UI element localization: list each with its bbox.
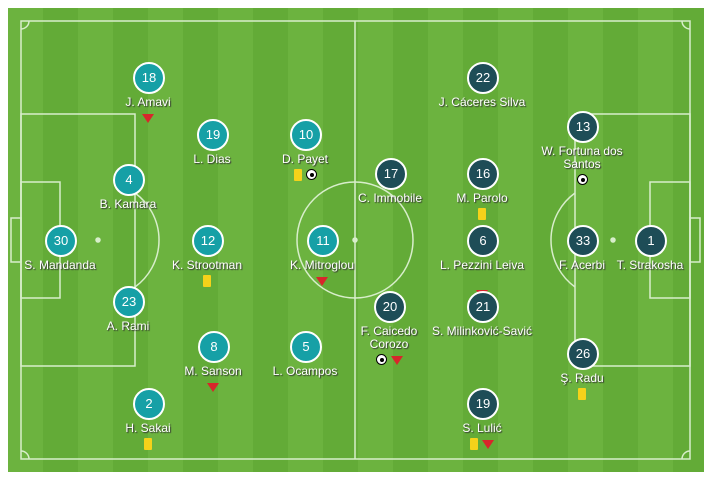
yellow-card-icon: [470, 438, 478, 450]
player-name: A. Rami: [106, 319, 150, 333]
player-number: 33: [567, 225, 599, 257]
player-name: L. Ocampos: [272, 364, 338, 378]
player-name: M. Sanson: [184, 364, 242, 378]
player-name: W. Fortuna dos Santos: [541, 144, 623, 171]
player-name: C. Immobile: [357, 191, 422, 205]
player-name: L. Pezzini Leiva: [439, 258, 525, 272]
player-name: K. Mitroglou: [289, 258, 355, 272]
substitution-off-icon: [390, 356, 403, 365]
player-number: 1: [635, 225, 667, 257]
player-name: F. Caicedo Corozo: [360, 324, 418, 351]
player-name: L. Dias: [193, 152, 231, 166]
player-number: 4: [113, 164, 145, 196]
player-name: F. Acerbi: [558, 258, 606, 272]
player-events: [442, 208, 522, 220]
player-number: 30: [45, 225, 77, 257]
substitution-off-icon: [316, 277, 328, 286]
yellow-card-icon: [478, 208, 486, 220]
player-name: D. Payet: [281, 152, 329, 166]
player-name: S. Mandanda: [24, 258, 96, 272]
substitution-off-icon: [142, 114, 154, 123]
player-events: [167, 275, 247, 287]
player-number: 12: [192, 225, 224, 257]
player-events: [442, 438, 522, 450]
player-name: T. Strakosha: [616, 258, 684, 272]
substitution-off-icon: [482, 440, 494, 449]
player-name: B. Kamara: [99, 197, 157, 211]
player-number: 16: [467, 158, 499, 190]
player-name: Ş. Radu: [560, 371, 604, 385]
player-events: [349, 354, 429, 365]
player-number: 22: [467, 62, 499, 94]
player-name: S. Milinković-Savić: [431, 324, 533, 338]
pitch: [8, 8, 704, 472]
player-number: 5: [290, 331, 322, 363]
player-name: M. Parolo: [456, 191, 508, 205]
goal-ball-icon: [305, 169, 317, 180]
player-events: [542, 174, 622, 185]
player-number: 26: [567, 338, 599, 370]
pitch-markings: [10, 20, 701, 460]
yellow-card-icon: [578, 388, 586, 400]
player-events: [108, 112, 188, 123]
player-number: 23: [113, 286, 145, 318]
player-events: [282, 275, 362, 286]
player-number: 19: [197, 119, 229, 151]
player-name: S. Lulić: [462, 421, 502, 435]
player-name: J. Amavi: [125, 95, 171, 109]
substitution-off-icon: [207, 383, 219, 392]
player-events: [108, 438, 188, 450]
yellow-card-icon: [293, 169, 302, 181]
player-number: 11: [307, 225, 339, 257]
player-events: [265, 169, 345, 181]
player-events: [542, 388, 622, 400]
goal-ball-icon: [576, 174, 588, 185]
yellow-card-icon: [203, 275, 211, 287]
player-number: 2: [133, 388, 165, 420]
player-name: K. Strootman: [171, 258, 243, 272]
player-number: 20: [374, 291, 406, 323]
yellow-card-icon: [144, 438, 152, 450]
player-number: 17: [375, 158, 407, 190]
player-number: 8: [198, 331, 230, 363]
player-number: 18: [133, 62, 165, 94]
player-events: [173, 381, 253, 392]
player-number: 19: [467, 388, 499, 420]
goal-ball-icon: [375, 354, 387, 365]
player-name: H. Sakai: [125, 421, 171, 435]
player-number: 10: [290, 119, 322, 151]
player-number: 6: [467, 225, 499, 257]
player-number: 13: [567, 111, 599, 143]
player-number: 21: [467, 291, 499, 323]
player-name: J. Cáceres Silva: [438, 95, 526, 109]
